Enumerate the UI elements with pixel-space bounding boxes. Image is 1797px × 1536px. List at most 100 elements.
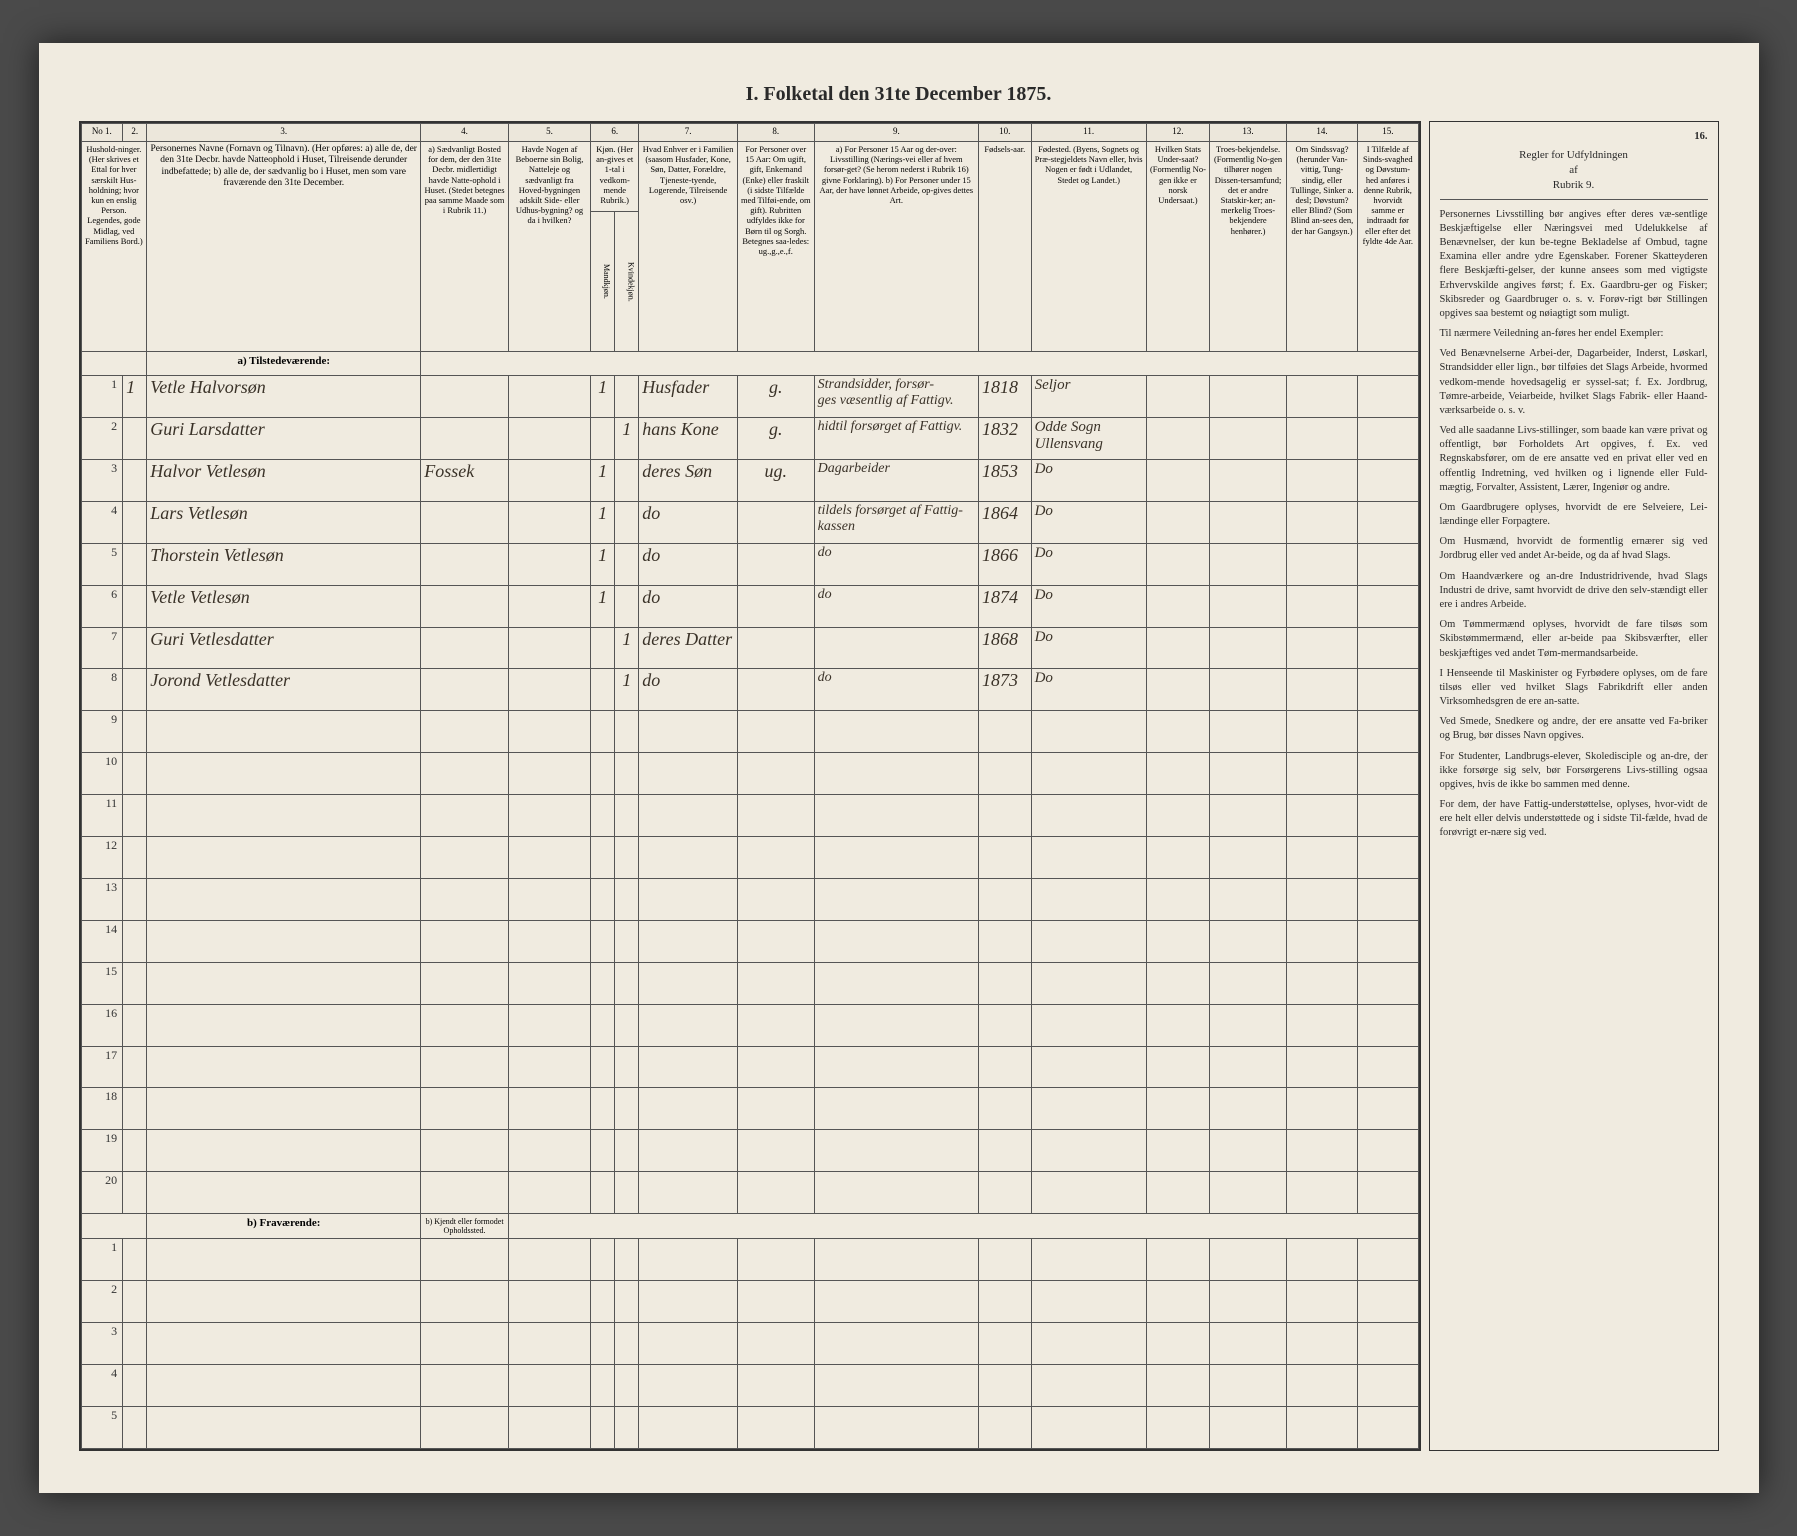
cell-empty — [615, 1406, 639, 1448]
cell-m — [591, 627, 615, 669]
row-num: 2 — [81, 1281, 123, 1323]
cell-empty — [639, 962, 738, 1004]
cell-empty — [123, 1088, 147, 1130]
row-num: 13 — [81, 878, 123, 920]
cell-m: 1 — [591, 376, 615, 418]
table-row-empty: 1 — [81, 1239, 1418, 1281]
row-num: 3 — [81, 1323, 123, 1365]
cell-empty — [814, 1046, 978, 1088]
cell-empty — [639, 1046, 738, 1088]
cell-empty — [1210, 1406, 1287, 1448]
cell-bosted — [421, 627, 509, 669]
cell-empty — [814, 962, 978, 1004]
section-a-row: a) Tilstedeværende: — [81, 352, 1418, 376]
cell-empty — [639, 753, 738, 795]
cell-empty — [508, 1406, 590, 1448]
cell-civ — [737, 669, 814, 711]
cell-empty — [1210, 1365, 1287, 1407]
cell-empty — [591, 1365, 615, 1407]
cell-empty — [1358, 1365, 1418, 1407]
table-row: 2Guri Larsdatter1hans Koneg.hidtil forsø… — [81, 418, 1418, 460]
cell-empty — [615, 753, 639, 795]
cell-empty — [1146, 1172, 1210, 1214]
cell-empty — [979, 753, 1032, 795]
rules-heading: Regler for Udfyldningen af Rubrik 9. — [1440, 148, 1708, 200]
cell-empty — [814, 753, 978, 795]
rule-p: Til nærmere Veiledning an-føres her ende… — [1440, 327, 1708, 341]
cell-empty — [1146, 1406, 1210, 1448]
cell-year: 1864 — [979, 501, 1032, 543]
cell-troes — [1210, 460, 1287, 502]
header-civil: For Personer over 15 Aar: Om ugift, gift… — [737, 142, 814, 352]
colnum: 3. — [147, 124, 421, 142]
cell-empty — [591, 1130, 615, 1172]
cell-empty — [147, 1004, 421, 1046]
cell-empty — [737, 1004, 814, 1046]
cell-name: Jorond Vetlesdatter — [147, 669, 421, 711]
cell-m: 1 — [591, 501, 615, 543]
cell-stat — [1146, 460, 1210, 502]
cell-rel: Husfader — [639, 376, 738, 418]
cell-place: Do — [1031, 585, 1146, 627]
cell-empty — [737, 753, 814, 795]
cell-rel: do — [639, 501, 738, 543]
rule-p: Om Husmænd, hvorvidt de formentlig ernær… — [1440, 535, 1708, 563]
cell-place: Do — [1031, 669, 1146, 711]
cell-empty — [1358, 1004, 1418, 1046]
cell-rel: do — [639, 669, 738, 711]
colnum: No 1. — [81, 124, 123, 142]
cell-empty — [1358, 837, 1418, 879]
row-num: 16 — [81, 1004, 123, 1046]
table-row-empty: 14 — [81, 920, 1418, 962]
cell-empty — [814, 795, 978, 837]
cell-empty — [1031, 1239, 1146, 1281]
cell-empty — [737, 962, 814, 1004]
rule-p: Personernes Livsstilling bør angives eft… — [1440, 208, 1708, 321]
cell-4aar — [1358, 669, 1418, 711]
header-mand: Mandkjøn. — [591, 212, 615, 352]
cell-empty — [421, 1406, 509, 1448]
cell-empty — [591, 837, 615, 879]
cell-empty — [123, 1004, 147, 1046]
colnum: 7. — [639, 124, 738, 142]
cell-rel: deres Datter — [639, 627, 738, 669]
cell-m: 1 — [591, 585, 615, 627]
cell-empty — [737, 1406, 814, 1448]
cell-empty — [591, 1004, 615, 1046]
cell-empty — [1210, 1239, 1287, 1281]
cell-sind — [1286, 669, 1357, 711]
cell-empty — [421, 1172, 509, 1214]
cell-empty — [1358, 1088, 1418, 1130]
cell-empty — [639, 1365, 738, 1407]
cell-empty — [421, 1046, 509, 1088]
cell-empty — [421, 1239, 509, 1281]
cell-troes — [1210, 585, 1287, 627]
cell-name: Halvor Vetlesøn — [147, 460, 421, 502]
cell-empty — [1358, 1323, 1418, 1365]
cell-empty — [737, 1130, 814, 1172]
cell-empty — [1146, 1281, 1210, 1323]
cell-empty — [615, 920, 639, 962]
cell-empty — [1210, 1323, 1287, 1365]
cell-empty — [814, 1365, 978, 1407]
cell-troes — [1210, 501, 1287, 543]
cell-m — [591, 669, 615, 711]
cell-empty — [1146, 1046, 1210, 1088]
cell-empty — [639, 1239, 738, 1281]
cell-empty — [508, 962, 590, 1004]
cell-empty — [1358, 1172, 1418, 1214]
section-b-label: b) Fraværende: — [147, 1214, 421, 1239]
rule-p: For Studenter, Landbrugs-elever, Skoledi… — [1440, 750, 1708, 793]
cell-empty — [123, 1130, 147, 1172]
cell-empty — [1031, 1406, 1146, 1448]
table-row-empty: 4 — [81, 1365, 1418, 1407]
cell-empty — [1031, 1323, 1146, 1365]
cell-name: Guri Vetlesdatter — [147, 627, 421, 669]
cell-bosted — [421, 376, 509, 418]
cell-empty — [1031, 962, 1146, 1004]
cell-empty — [421, 711, 509, 753]
header-bolig: Havde Nogen af Beboerne sin Bolig, Natte… — [508, 142, 590, 352]
cell-empty — [615, 837, 639, 879]
cell-empty — [814, 1323, 978, 1365]
cell-empty — [615, 1281, 639, 1323]
